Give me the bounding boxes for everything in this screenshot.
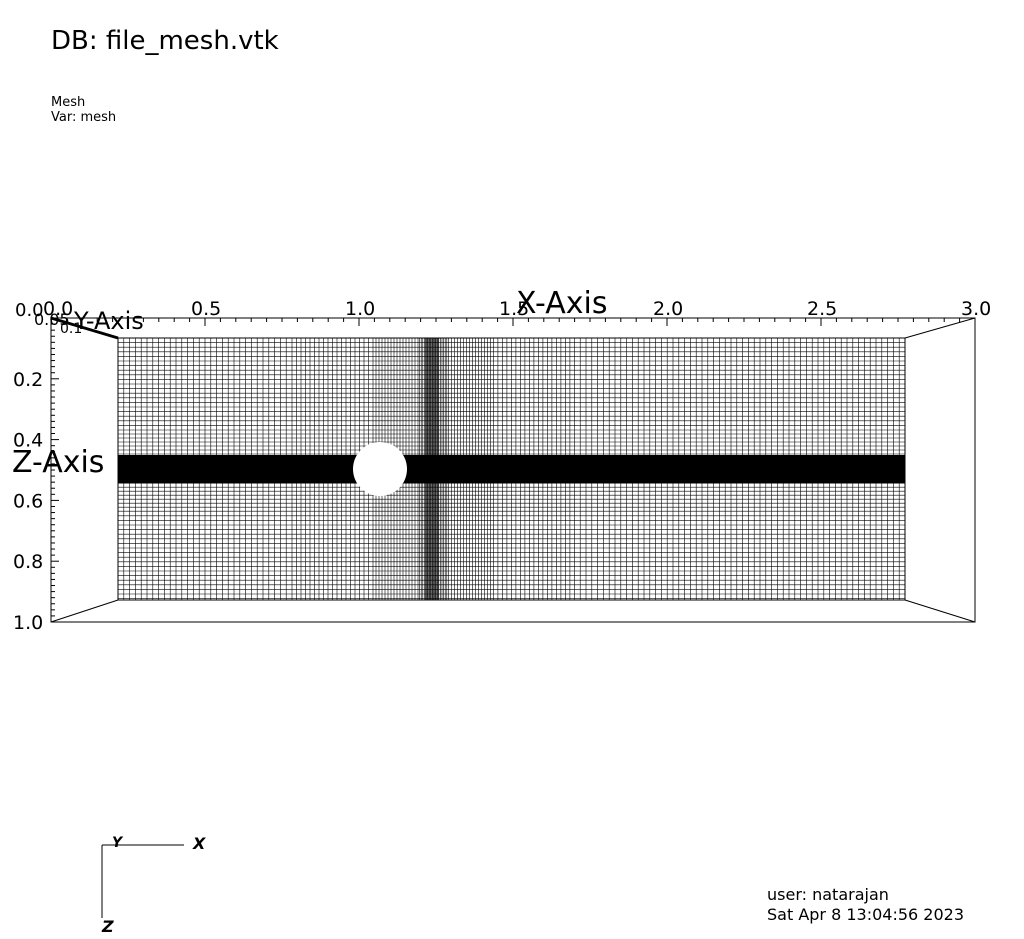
- variable-label: Var: mesh: [51, 110, 117, 125]
- z-tick-label: 1.0: [13, 612, 43, 634]
- x-tick-label: 0.0: [43, 298, 73, 320]
- triad-x-label: X: [192, 834, 206, 853]
- y-tick-label: 0.0: [15, 300, 44, 321]
- triad-y-label: Y: [112, 835, 124, 851]
- x-tick-label: 1.0: [345, 298, 375, 320]
- y-axis-ticks: 0.0 0.05 0.1: [15, 300, 119, 340]
- cylinder-hole: [353, 442, 407, 496]
- triad-z-label: Z: [101, 917, 114, 936]
- x-tick-label: 0.5: [191, 298, 221, 320]
- plot-name-label: Mesh: [51, 95, 86, 110]
- mesh-dense-column: [425, 338, 439, 600]
- x-tick-label: 1.5: [499, 298, 529, 320]
- date-label: Sat Apr 8 13:04:56 2023: [767, 905, 965, 924]
- database-title: DB: file_mesh.vtk: [51, 26, 279, 56]
- x-axis-ticks: 0.0 0.5 1.0 1.5 2.0 2.5 3.0: [43, 298, 991, 326]
- x-tick-label: 2.0: [653, 298, 683, 320]
- x-tick-label: 2.5: [807, 298, 837, 320]
- mesh-dense-band: [118, 455, 905, 483]
- x-tick-label: 3.0: [961, 298, 991, 320]
- x-axis-title: X-Axis: [516, 286, 607, 321]
- z-tick-label: 0.4: [13, 430, 43, 452]
- z-tick-label: 0.6: [13, 490, 43, 512]
- orientation-triad: [101, 844, 184, 918]
- z-axis-title: Z-Axis: [12, 445, 104, 480]
- user-label: user: natarajan: [767, 885, 889, 904]
- z-axis-ticks: 0.2 0.4 0.6 0.8 1.0: [13, 317, 59, 634]
- z-tick-label: 0.8: [13, 551, 43, 573]
- y-axis-title: Y-Axis: [73, 307, 144, 335]
- mesh-grid: [117, 337, 906, 601]
- z-tick-label: 0.2: [13, 369, 43, 391]
